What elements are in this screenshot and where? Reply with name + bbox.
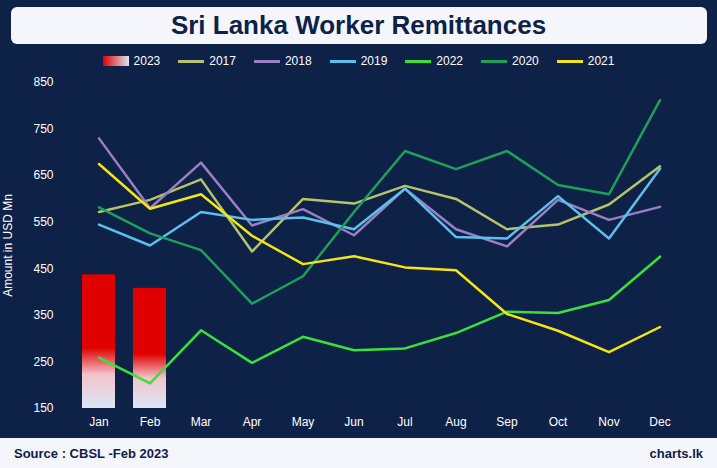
- html-text:2023: 2023: [133, 54, 161, 68]
- svg-text:750: 750: [33, 122, 53, 136]
- svg-text:Oct: Oct: [549, 415, 568, 429]
- html-text:2018: 2018: [284, 54, 312, 68]
- html-text:2017: 2017: [209, 54, 236, 68]
- html-text:Sri Lanka Worker Remittances: Sri Lanka Worker Remittances: [170, 9, 547, 40]
- svg-text:150: 150: [33, 401, 53, 415]
- svg-text:May: May: [292, 415, 315, 429]
- svg-text:Sep: Sep: [496, 415, 518, 429]
- svg-text:Jan: Jan: [89, 415, 108, 429]
- svg-text:Feb: Feb: [140, 415, 161, 429]
- html-text:Source : CBSL -Feb 2023: Source : CBSL -Feb 2023: [14, 445, 169, 461]
- html-text:2022: 2022: [436, 54, 463, 68]
- svg-text:Amount in USD Mn: Amount in USD Mn: [1, 194, 15, 297]
- html-text:charts.lk: charts.lk: [649, 445, 703, 461]
- svg-text:350: 350: [33, 308, 53, 322]
- svg-text:650: 650: [33, 168, 53, 182]
- svg-text:Apr: Apr: [243, 415, 262, 429]
- svg-text:250: 250: [33, 355, 53, 369]
- svg-text:Jul: Jul: [397, 415, 412, 429]
- svg-text:Aug: Aug: [445, 415, 466, 429]
- html-text:2020: 2020: [512, 54, 539, 68]
- svg-text:Mar: Mar: [191, 415, 212, 429]
- html-text:2021: 2021: [587, 54, 615, 68]
- svg-text:550: 550: [33, 215, 53, 229]
- html-text:2019: 2019: [360, 54, 388, 68]
- svg-text:850: 850: [33, 75, 53, 89]
- svg-text:Dec: Dec: [649, 415, 670, 429]
- svg-text:Nov: Nov: [598, 415, 619, 429]
- svg-text:Jun: Jun: [344, 415, 363, 429]
- svg-text:450: 450: [33, 262, 53, 276]
